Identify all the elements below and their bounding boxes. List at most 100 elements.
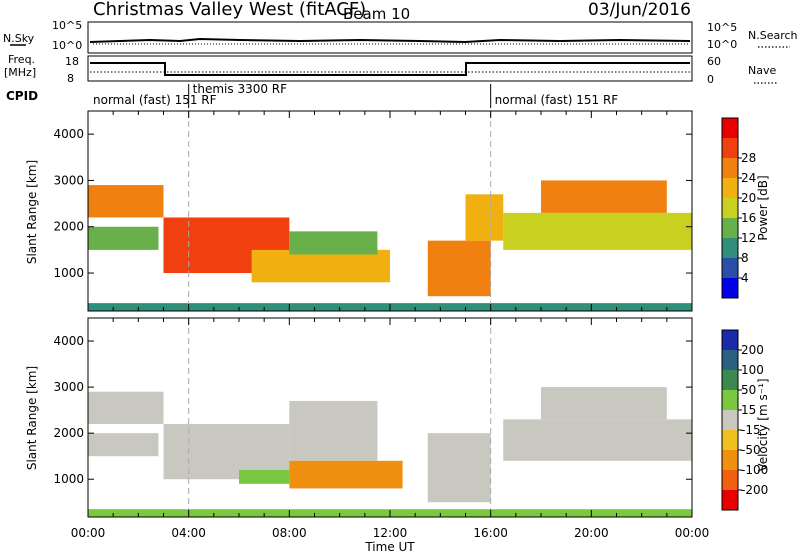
velocity-colorbar: 200 100 50 15 -15 -50 -100 -200 — [721, 329, 768, 511]
station-title: Christmas Valley West (fitACF) — [93, 0, 366, 20]
colorbar-swatch — [722, 158, 738, 178]
y-tick-label: 3000 — [53, 173, 84, 187]
colorbar-tick-label: -200 — [741, 483, 768, 497]
heatmap-cell — [541, 180, 667, 213]
nave-tick-bottom: 0 — [707, 73, 714, 86]
y-tick-label: 4000 — [53, 127, 84, 141]
y-tick-label: 2000 — [53, 426, 84, 440]
colorbar-tick-label: 4 — [741, 271, 749, 285]
heatmap-cell — [239, 470, 290, 484]
colorbar-swatch — [722, 178, 738, 198]
x-tick-label: 12:00 — [373, 526, 408, 540]
colorbar-swatch — [722, 470, 738, 490]
heatmap-cell — [289, 460, 403, 489]
power-ylabel: Slant Range [km] — [25, 160, 39, 264]
velocity-axes: 1000 2000 3000 4000 — [53, 318, 693, 517]
freq-label-1: Freq. — [8, 53, 35, 66]
colorbar-swatch — [722, 258, 738, 278]
colorbar-swatch — [722, 350, 738, 370]
colorbar-tick-label: -100 — [741, 463, 768, 477]
colorbar-swatch — [722, 430, 738, 450]
cpid-segment-label: themis 3300 RF — [193, 82, 287, 96]
x-tick-label: 00:00 — [71, 526, 106, 540]
heatmap-cell — [289, 400, 378, 461]
velocity-colorbar-label: Velocity [m s⁻¹] — [756, 378, 770, 471]
freq-tick-bottom: 8 — [67, 72, 74, 85]
heatmap-cell — [88, 226, 159, 250]
colorbar-swatch — [722, 278, 738, 298]
cpid-label: CPID — [6, 89, 38, 103]
heatmap-cell — [88, 433, 159, 457]
freq-label-2: [MHz] — [4, 66, 36, 79]
y-tick-label: 1000 — [53, 472, 84, 486]
noise-tick-left-top: 10^5 — [52, 19, 82, 32]
colorbar-swatch — [722, 390, 738, 410]
nsky-label: N.Sky — [3, 32, 35, 45]
heatmap-cell — [88, 391, 164, 424]
heatmap-cell — [88, 185, 164, 218]
noise-tick-right-top: 10^5 — [707, 21, 737, 34]
heatmap-cell — [465, 194, 504, 241]
colorbar-tick-label: 100 — [741, 363, 764, 377]
colorbar-tick-label: 15 — [741, 403, 756, 417]
nave-label: Nave — [748, 64, 776, 77]
x-axis-title: Time UT — [364, 540, 415, 554]
colorbar-swatch — [722, 410, 738, 430]
freq-strip-frame — [87, 55, 693, 82]
x-tick-label: 20:00 — [574, 526, 609, 540]
colorbar-swatch — [722, 118, 738, 138]
colorbar-swatch — [722, 218, 738, 238]
x-tick-label: 16:00 — [473, 526, 508, 540]
noise-sky-line — [89, 37, 691, 44]
colorbar-tick-label: 200 — [741, 343, 764, 357]
colorbar-tick-label: 16 — [741, 211, 756, 225]
x-tick-label: 04:00 — [171, 526, 206, 540]
colorbar-tick-label: 20 — [741, 191, 756, 205]
heatmap-cell — [289, 231, 378, 255]
beam-label: Beam 10 — [343, 5, 410, 23]
colorbar-frame — [721, 117, 739, 299]
noise-tick-right-bottom: 10^0 — [707, 38, 737, 51]
colorbar-swatch — [722, 450, 738, 470]
velocity-ylabel: Slant Range [km] — [25, 366, 39, 470]
nsearch-label: N.Search — [748, 29, 798, 42]
freq-tick-top: 18 — [65, 55, 79, 68]
freq-line — [90, 62, 690, 76]
date-label: 03/Jun/2016 — [588, 0, 691, 20]
noise-strip-frame — [87, 21, 693, 54]
power-colorbar: 4 8 12 16 20 24 28 — [721, 117, 756, 299]
y-tick-label: 2000 — [53, 220, 84, 234]
heatmap-cell — [427, 433, 491, 503]
colorbar-tick-label: 24 — [741, 171, 756, 185]
colorbar-tick-label: 50 — [741, 383, 756, 397]
colorbar-tick-label: -50 — [741, 443, 761, 457]
noise-tick-left-bottom: 10^0 — [52, 39, 82, 52]
y-tick-label: 1000 — [53, 266, 84, 280]
colorbar-tick-label: 12 — [741, 231, 756, 245]
x-tick-labels: 00:00 04:00 08:00 12:00 16:00 20:00 00:00 — [71, 526, 710, 540]
colorbar-frame — [721, 329, 739, 511]
colorbar-tick-label: 8 — [741, 251, 749, 265]
heatmap-cell — [503, 212, 692, 250]
cpid-segment-label: normal (fast) 151 RF — [495, 93, 619, 107]
y-tick-label: 4000 — [53, 334, 84, 348]
colorbar-swatch — [722, 238, 738, 258]
power-axes: 1000 2000 3000 4000 — [53, 111, 693, 311]
x-tick-label: 08:00 — [272, 526, 307, 540]
nave-tick-top: 60 — [707, 55, 721, 68]
heatmap-cell — [503, 419, 692, 461]
colorbar-tick-label: -15 — [741, 423, 761, 437]
colorbar-swatch — [722, 330, 738, 350]
colorbar-swatch — [722, 490, 738, 510]
heatmap-cell — [541, 387, 667, 420]
y-tick-label: 3000 — [53, 380, 84, 394]
colorbar-swatch — [722, 198, 738, 218]
cpid-segment-label: normal (fast) 151 RF — [93, 93, 217, 107]
heatmap-cell — [251, 249, 390, 283]
colorbar-swatch — [722, 138, 738, 158]
colorbar-tick-label: 28 — [741, 151, 756, 165]
x-tick-label: 00:00 — [675, 526, 710, 540]
heatmap-cell — [427, 240, 491, 297]
